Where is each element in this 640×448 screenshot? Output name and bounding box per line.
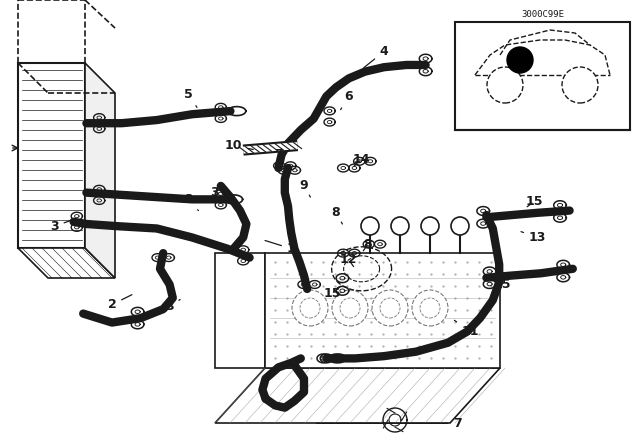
Text: 3: 3 (165, 300, 180, 314)
Circle shape (340, 298, 360, 318)
Circle shape (300, 298, 320, 318)
Circle shape (562, 67, 598, 103)
Text: 11: 11 (454, 320, 479, 338)
Text: 3: 3 (210, 186, 224, 202)
Text: 8: 8 (332, 206, 342, 224)
Circle shape (421, 217, 439, 235)
Text: 8: 8 (364, 237, 372, 251)
Circle shape (380, 298, 400, 318)
Polygon shape (85, 63, 115, 278)
Polygon shape (265, 253, 500, 368)
Text: 7: 7 (274, 148, 285, 168)
Circle shape (372, 290, 408, 326)
Text: 3: 3 (50, 220, 71, 233)
Text: 14: 14 (353, 152, 371, 166)
Text: 15: 15 (525, 195, 543, 208)
Text: 5: 5 (184, 87, 197, 108)
Text: 4: 4 (364, 45, 388, 68)
Polygon shape (215, 253, 265, 368)
Text: 7: 7 (316, 417, 462, 430)
Text: 12: 12 (340, 253, 358, 267)
Circle shape (361, 217, 379, 235)
Circle shape (292, 290, 328, 326)
Polygon shape (215, 368, 500, 423)
Text: 15: 15 (493, 277, 511, 291)
Text: 3000C99E: 3000C99E (521, 10, 564, 19)
Text: 1: 1 (265, 241, 296, 255)
Text: 13: 13 (521, 231, 547, 244)
Circle shape (507, 47, 533, 73)
Text: 9: 9 (300, 179, 310, 197)
Circle shape (420, 298, 440, 318)
Polygon shape (18, 63, 85, 248)
Bar (455, 22, 630, 130)
Text: 15: 15 (324, 286, 342, 300)
Circle shape (391, 217, 409, 235)
Polygon shape (18, 248, 115, 278)
Text: 6: 6 (340, 90, 353, 110)
Circle shape (451, 217, 469, 235)
Circle shape (412, 290, 448, 326)
Circle shape (487, 67, 523, 103)
Text: 10: 10 (225, 139, 253, 152)
Text: 3: 3 (184, 193, 198, 211)
Text: 2: 2 (108, 295, 132, 311)
Circle shape (332, 290, 368, 326)
